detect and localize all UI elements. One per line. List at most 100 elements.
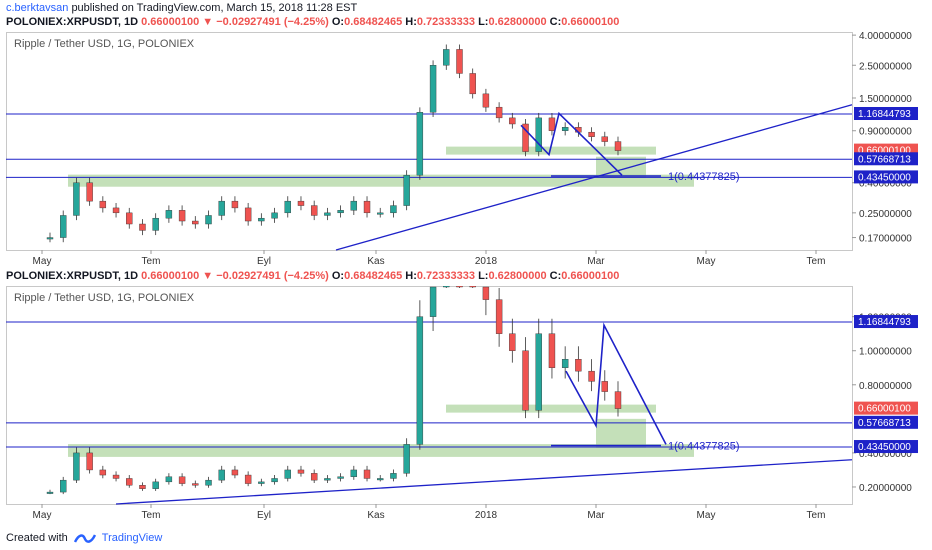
candle-body (218, 469, 225, 481)
price-tag-label: 0.57668713 (858, 154, 911, 165)
candle-body (178, 210, 186, 222)
chart-title: Ripple / Tether USD, 1G, POLONIEX (14, 38, 195, 50)
price-tag-label: 1.16844793 (858, 317, 911, 328)
candle-body (522, 350, 529, 411)
candle-body (60, 215, 67, 238)
y-tick-label: 0.90000000 (859, 127, 912, 138)
candle-body (271, 212, 278, 219)
candle-body (324, 212, 331, 216)
y-tick-label: 2.50000000 (859, 61, 912, 72)
close-label: C: (549, 16, 562, 28)
candle-body (350, 469, 358, 477)
price-tag-label: 0.43450000 (858, 172, 911, 183)
low-value: 0.62800000 (488, 270, 547, 282)
down-arrow-icon: ▼ (202, 16, 214, 28)
created-with-label: Created with (6, 532, 68, 544)
candle-body (377, 478, 384, 481)
y-tick-label: 0.17000000 (859, 234, 912, 245)
candle-body (126, 212, 133, 225)
y-tick-label: 0.25000000 (859, 209, 912, 220)
candle-body (443, 49, 450, 66)
candle-body (99, 469, 107, 476)
x-tick-label: Kas (367, 510, 384, 521)
candle-body (284, 469, 291, 479)
candle-body (403, 174, 410, 206)
candle-body (192, 483, 199, 486)
y-tick-label: 4.00000000 (859, 32, 912, 42)
close-value: 0.66000100 (561, 16, 620, 28)
candle-body (284, 200, 291, 214)
footer: Created with TradingView (6, 532, 162, 544)
candle-body (548, 117, 556, 131)
candle-body (337, 210, 344, 214)
price-tag-box (854, 152, 918, 166)
candle-body (588, 131, 595, 137)
candle-body (363, 200, 371, 214)
chart-svg: 1.200000001.000000000.800000000.40000000… (6, 286, 918, 521)
candle-body (324, 478, 331, 481)
candle-body (258, 217, 265, 222)
candle-body (73, 452, 80, 481)
candle-body (112, 207, 120, 214)
candle-body (86, 452, 93, 471)
x-tick-label: May (697, 510, 716, 521)
candle-body (310, 205, 318, 216)
chart-title: Ripple / Tether USD, 1G, POLONIEX (14, 292, 195, 304)
x-tick-label: May (33, 256, 52, 267)
fib-level-label: 1(0.44377825) (668, 171, 740, 183)
target-zone (596, 418, 646, 448)
x-tick-label: Mar (587, 256, 605, 267)
candle-body (390, 473, 397, 479)
candle-body (561, 127, 569, 131)
candle-body (99, 200, 107, 209)
chart-pane-top[interactable]: 4.00000000 2.50000000 1.50000000 0.90000000… (6, 32, 926, 268)
open-value: 0.68482465 (344, 16, 403, 28)
open-label: O: (331, 16, 345, 28)
publish-header: c.berktavsan published on TradingView.co… (6, 2, 357, 14)
price-tag-label: 0.66000100 (858, 404, 911, 415)
x-tick-label: May (697, 256, 716, 267)
y-tick-label: 1.50000000 (859, 94, 912, 105)
candle-body (416, 112, 424, 176)
low-label: L: (478, 16, 489, 28)
open-label: O: (331, 270, 345, 282)
price-tag-label: 0.43450000 (858, 442, 911, 453)
candle-body (244, 474, 252, 484)
candle-body (456, 286, 463, 288)
y-tick-label: 0.80000000 (859, 381, 912, 392)
symbol-name: POLONIEX:XRPUSDT, 1D (6, 16, 139, 28)
y-tick-label: 0.20000000 (859, 483, 912, 494)
candle-body (377, 212, 384, 215)
candle-body (218, 200, 225, 216)
high-label: H: (405, 16, 417, 28)
price-change: −0.02927491 (−4.25%) (216, 16, 329, 28)
candle-body (575, 359, 582, 372)
close-label: C: (549, 270, 562, 282)
candle-body (416, 316, 424, 445)
tradingview-brand[interactable]: TradingView (101, 532, 163, 544)
author-link[interactable]: c.berktavsan (6, 2, 69, 14)
high-value: 0.72333333 (416, 16, 475, 28)
candle-body (456, 49, 463, 74)
chart-pane-bottom[interactable]: 1.200000001.000000000.800000000.40000000… (6, 286, 926, 522)
y-tick-label: 0.40000000 (859, 179, 912, 190)
candle-body (244, 207, 252, 222)
symbol-name: POLONIEX:XRPUSDT, 1D (6, 270, 139, 282)
x-tick-label: 2018 (475, 256, 498, 267)
candle-body (601, 381, 608, 392)
candle-body (231, 469, 239, 476)
x-tick-label: Tem (142, 510, 161, 521)
candle-body (469, 286, 476, 288)
candle-body (495, 106, 503, 119)
x-tick-label: Kas (367, 256, 384, 267)
candle-body (205, 479, 212, 486)
candle-body (535, 333, 542, 411)
down-arrow-icon: ▼ (202, 270, 214, 282)
x-tick-label: Tem (142, 256, 161, 267)
price-tag-box (854, 440, 918, 454)
candle-body (192, 220, 199, 225)
x-tick-label: 2018 (475, 510, 498, 521)
publish-info: published on TradingView.com, March 15, … (71, 2, 358, 14)
candle-body (165, 476, 173, 483)
candle-body (614, 141, 622, 151)
